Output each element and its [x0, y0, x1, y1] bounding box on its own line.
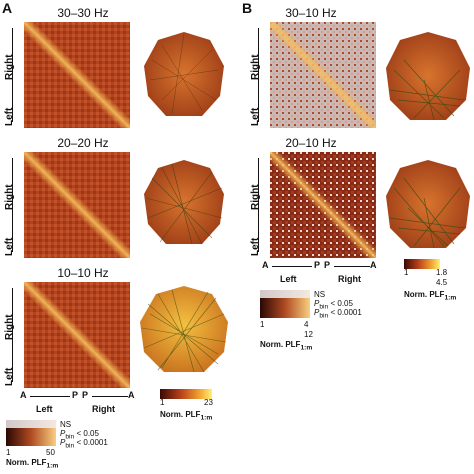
b-cb-p05: Pbin < 0.05 — [314, 299, 353, 311]
b-head-cb-max-a: 1.8 — [436, 268, 448, 277]
a-head-cb-label: Norm. PLF1:m — [160, 410, 213, 422]
a-xaxis-right: Right — [92, 404, 115, 414]
a-head-cb-min: 1 — [160, 398, 165, 407]
a-title-20-20: 20–20 Hz — [57, 136, 109, 150]
panel-label-b: B — [242, 0, 253, 16]
b-xaxis-a-left: A — [262, 260, 269, 270]
a-head-20-20 — [142, 158, 226, 248]
b-cb-min: 1 — [260, 320, 265, 329]
a-title-30-30: 30–30 Hz — [57, 6, 109, 20]
a-head-colorbar: 1 23 Norm. PLF1:m — [160, 386, 220, 426]
b-cb-label: Norm. PLF1:m — [260, 340, 313, 352]
b-head-20-10 — [384, 158, 472, 252]
b-yaxis-left: Left — [250, 107, 261, 126]
a-xaxis-p-left: P — [72, 390, 79, 400]
b-yaxis-row2: Right Left — [246, 152, 266, 258]
b-yaxis-right: Right — [250, 54, 261, 80]
a-yaxis-left: Left — [4, 367, 15, 386]
b-yaxis-row1: Right Left — [246, 22, 266, 128]
a-yaxis-row1: Right Left — [2, 22, 22, 128]
a-yaxis-row2: Right Left — [2, 152, 22, 258]
a-yaxis-row3: Right Left — [2, 282, 22, 388]
a-yaxis-left: Left — [4, 237, 15, 256]
b-head-colorbar: 1 1.8 4.5 Norm. PLF1:m — [404, 256, 470, 308]
a-cb-p05: Pbin < 0.05 — [60, 429, 99, 441]
a-head-30-30 — [142, 30, 226, 120]
a-xaxis-a-right: A — [128, 390, 135, 400]
b-xaxis-a-right: A — [370, 260, 377, 270]
b-xaxis-p-right: P — [324, 260, 331, 270]
a-xaxis-p-right: P — [82, 390, 89, 400]
b-yaxis-left: Left — [250, 237, 261, 256]
a-yaxis-right: Right — [4, 54, 15, 80]
b-xaxis-left: Left — [280, 274, 297, 284]
a-cb-ns: NS — [60, 420, 72, 429]
b-head-30-10 — [384, 30, 472, 124]
panel-label-a: A — [2, 0, 13, 16]
a-xaxis: A P P A Left Right — [20, 390, 136, 420]
b-head-cb-label: Norm. PLF1:m — [404, 290, 457, 302]
b-matrix-colorbar: NS Pbin < 0.05 Pbin < 0.0001 1 4 12 Norm… — [260, 290, 400, 352]
a-cb-min: 1 — [6, 448, 11, 457]
b-xaxis-p-left: P — [314, 260, 321, 270]
b-cb-max-b: 12 — [304, 330, 313, 339]
b-xaxis: A P P A Left Right — [262, 260, 382, 290]
b-xaxis-right: Right — [338, 274, 361, 284]
b-title-20-10: 20–10 Hz — [285, 136, 337, 150]
b-cb-p0001: Pbin < 0.0001 — [314, 308, 362, 320]
a-yaxis-left: Left — [4, 107, 15, 126]
b-matrix-30-10 — [270, 22, 376, 128]
a-head-10-10 — [138, 284, 230, 376]
a-head-cb-max: 23 — [204, 398, 213, 407]
b-head-cb-min: 1 — [404, 268, 409, 277]
a-title-10-10: 10–10 Hz — [57, 266, 109, 280]
a-matrix-colorbar: NS Pbin < 0.05 Pbin < 0.0001 1 50 Norm. … — [6, 420, 146, 472]
a-xaxis-left: Left — [36, 404, 53, 414]
a-matrix-30-30 — [24, 22, 130, 128]
b-cb-max-a: 4 — [304, 320, 309, 329]
b-title-30-10: 30–10 Hz — [285, 6, 337, 20]
b-head-cb-max-b: 4.5 — [436, 278, 448, 287]
a-cb-label: Norm. PLF1:m — [6, 458, 59, 470]
b-matrix-20-10 — [270, 152, 376, 258]
a-yaxis-right: Right — [4, 184, 15, 210]
a-cb-max: 50 — [46, 448, 55, 457]
b-yaxis-right: Right — [250, 184, 261, 210]
b-cb-ns: NS — [314, 290, 326, 299]
a-matrix-10-10 — [24, 282, 130, 388]
a-xaxis-a-left: A — [20, 390, 27, 400]
a-yaxis-right: Right — [4, 314, 15, 340]
a-matrix-20-20 — [24, 152, 130, 258]
a-cb-p0001: Pbin < 0.0001 — [60, 438, 108, 450]
